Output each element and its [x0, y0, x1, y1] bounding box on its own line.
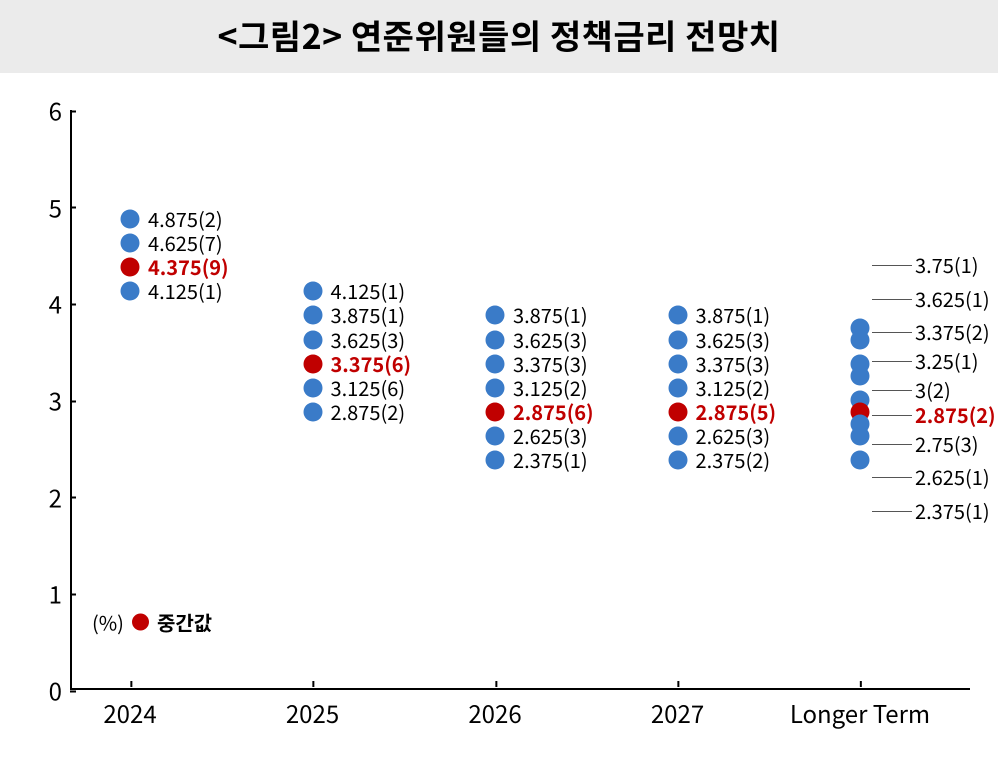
data-dot [668, 378, 687, 397]
data-dot [486, 451, 505, 470]
data-label: 3.625(1) [915, 289, 990, 309]
data-dot [303, 378, 322, 397]
legend: (%) 중간값 [92, 608, 212, 637]
leader-line [872, 477, 913, 478]
data-label: 2.375(1) [915, 501, 990, 521]
leader-line [872, 299, 913, 300]
chart-area: 01234562024202520262027Longer Term4.875(… [70, 110, 970, 730]
median-dot [303, 354, 322, 373]
y-tick: 2 [30, 479, 62, 514]
data-label: 4.125(1) [148, 281, 223, 301]
data-label: 3.375(2) [915, 322, 990, 342]
median-dot [121, 258, 140, 277]
x-tick: 2024 [103, 695, 156, 730]
x-tick: 2026 [468, 695, 521, 730]
data-dot [668, 427, 687, 446]
data-dot [486, 427, 505, 446]
data-label: 2.375(2) [696, 450, 771, 470]
data-dot [668, 354, 687, 373]
leader-line [872, 332, 913, 333]
leader-line [872, 265, 913, 266]
y-tick: 5 [30, 189, 62, 224]
data-label: 2.625(3) [696, 426, 771, 446]
leader-line [872, 444, 913, 445]
data-label: 2.875(2) [331, 402, 406, 422]
leader-line [872, 415, 913, 416]
data-dot [668, 306, 687, 325]
data-dot [303, 330, 322, 349]
data-dot [121, 209, 140, 228]
chart-title: <그림2> 연준위원들의 정책금리 전망치 [0, 10, 998, 59]
median-dot [486, 403, 505, 422]
y-tick: 3 [30, 383, 62, 418]
data-label: 2.625(1) [915, 467, 990, 487]
data-dot [121, 282, 140, 301]
legend-median-label: 중간값 [157, 608, 212, 637]
data-dot [851, 427, 870, 446]
plot-region: 01234562024202520262027Longer Term4.875(… [70, 110, 970, 730]
data-dot [486, 378, 505, 397]
data-label: 4.875(2) [148, 209, 223, 229]
data-label: 3.125(2) [513, 378, 588, 398]
y-tick: 0 [30, 673, 62, 708]
data-dot [303, 282, 322, 301]
y-tick: 6 [30, 93, 62, 128]
x-axis [70, 688, 970, 690]
x-tick: 2025 [286, 695, 339, 730]
data-label: 3.625(3) [331, 330, 406, 350]
x-tick: Longer Term [790, 695, 930, 730]
leader-line [872, 511, 913, 512]
data-label: 3.625(3) [696, 330, 771, 350]
title-bar: <그림2> 연준위원들의 정책금리 전망치 [0, 0, 998, 73]
data-label: 2.375(1) [513, 450, 588, 470]
data-label: 2.625(3) [513, 426, 588, 446]
data-dot [851, 451, 870, 470]
median-label: 4.375(9) [148, 257, 229, 277]
data-dot [668, 330, 687, 349]
data-dot [121, 233, 140, 252]
data-label: 3.125(6) [331, 378, 406, 398]
data-label: 4.625(7) [148, 233, 223, 253]
y-tick: 4 [30, 286, 62, 321]
data-label: 3.625(3) [513, 330, 588, 350]
data-label: 3.125(2) [696, 378, 771, 398]
data-dot [668, 451, 687, 470]
legend-percent-label: (%) [92, 608, 124, 637]
data-dot [851, 330, 870, 349]
data-dot [486, 330, 505, 349]
data-label: 3.875(1) [331, 305, 406, 325]
median-label: 2.875(6) [513, 402, 594, 422]
data-dot [303, 306, 322, 325]
data-dot [851, 366, 870, 385]
leader-line [872, 361, 913, 362]
data-label: 3.875(1) [696, 305, 771, 325]
data-dot [486, 306, 505, 325]
legend-median-dot [132, 614, 149, 631]
x-tick: 2027 [651, 695, 704, 730]
data-label: 3.875(1) [513, 305, 588, 325]
data-label: 3.375(3) [513, 354, 588, 374]
data-label: 3(2) [915, 380, 951, 400]
median-label: 2.875(2) [915, 405, 996, 425]
leader-line [872, 390, 913, 391]
data-dot [303, 403, 322, 422]
data-dot [486, 354, 505, 373]
median-label: 2.875(5) [696, 402, 777, 422]
data-label: 3.375(3) [696, 354, 771, 374]
data-label: 3.25(1) [915, 351, 978, 371]
median-dot [668, 403, 687, 422]
data-label: 2.75(3) [915, 434, 978, 454]
data-label: 3.75(1) [915, 255, 978, 275]
data-label: 4.125(1) [331, 281, 406, 301]
median-label: 3.375(6) [331, 354, 412, 374]
y-tick: 1 [30, 576, 62, 611]
